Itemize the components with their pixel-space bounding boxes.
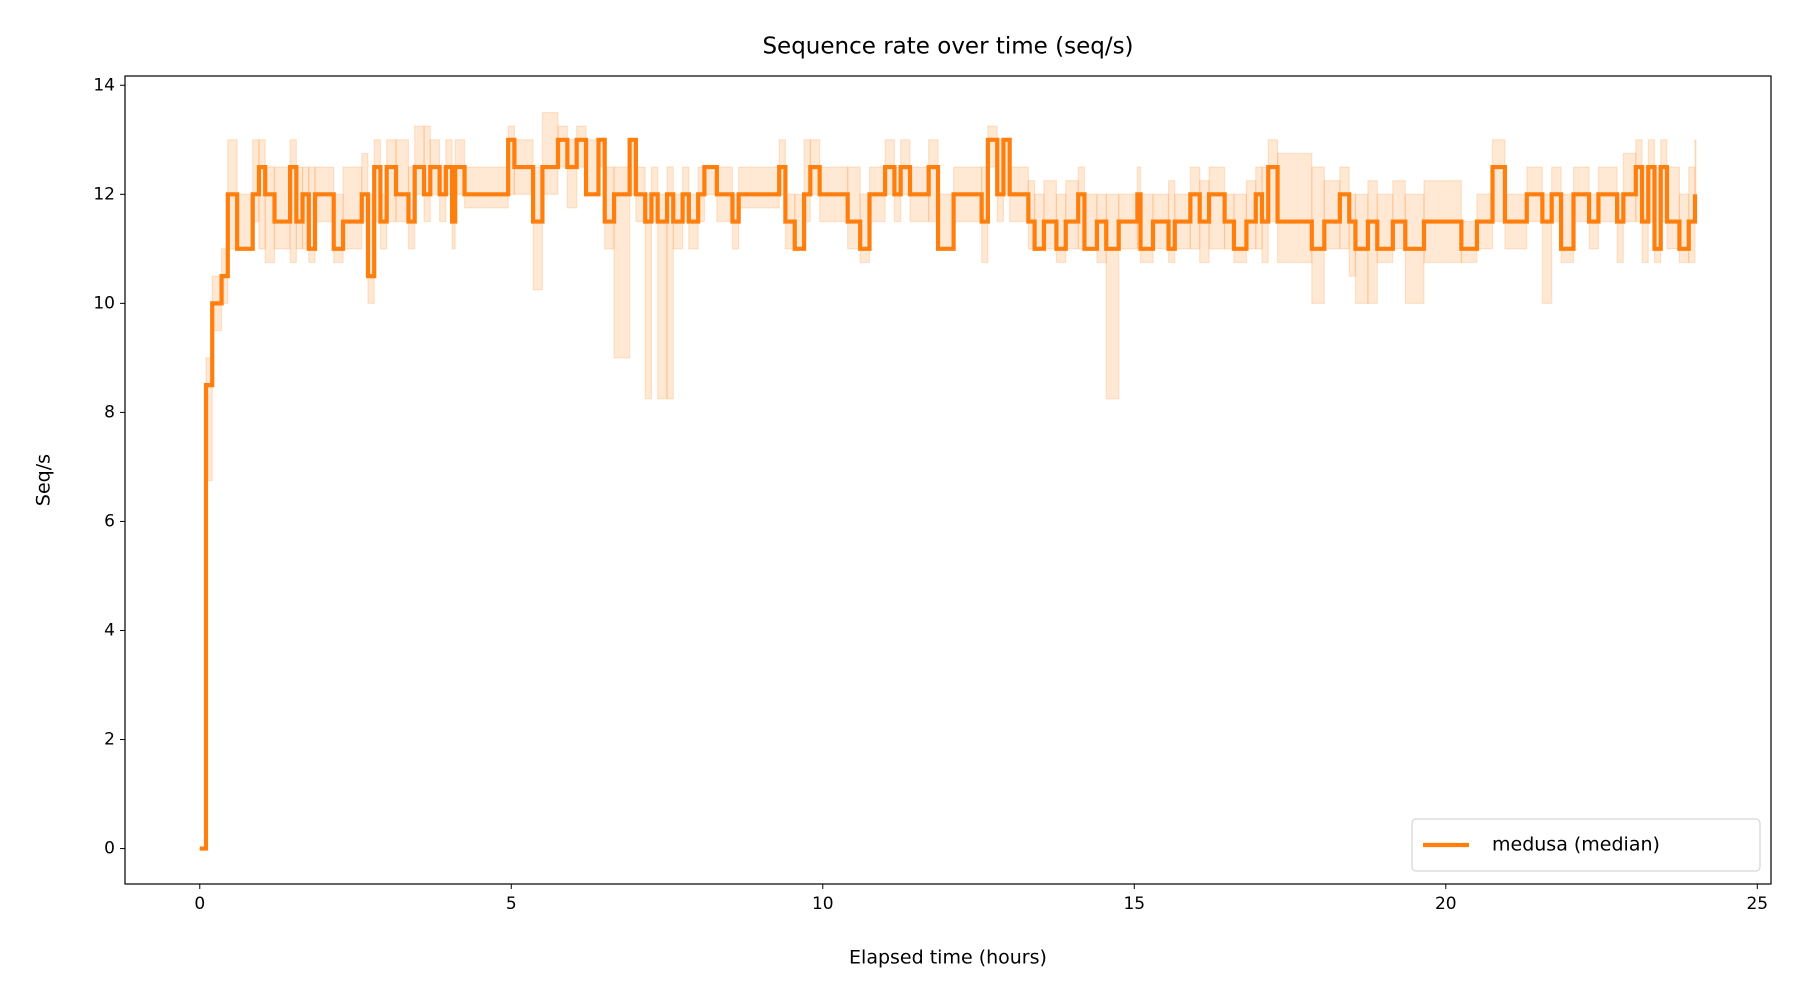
range-band [1043, 180, 1058, 250]
range-band [657, 193, 668, 400]
x-axis-label: Elapsed time (hours) [849, 947, 1047, 969]
y-tick-label: 4 [104, 620, 115, 640]
median-line [199, 137, 1698, 851]
legend: medusa (median) [1411, 818, 1761, 872]
range-band [414, 125, 425, 195]
x-tick-label: 10 [812, 894, 834, 914]
x-tick-label: 0 [194, 894, 205, 914]
range-band [463, 166, 509, 209]
range-band [532, 166, 544, 291]
range-band [937, 193, 955, 250]
range-band [236, 193, 254, 250]
axes-frame [124, 75, 1772, 885]
range-band [361, 152, 369, 223]
range-band [566, 139, 578, 209]
range-band [613, 166, 631, 359]
y-tick-label: 12 [93, 184, 115, 204]
plot-area [199, 111, 1698, 851]
y-tick-label: 0 [104, 839, 115, 859]
x-tick-label: 20 [1435, 894, 1457, 914]
range-band [1392, 180, 1406, 250]
range-band [273, 166, 291, 250]
range-band [1460, 220, 1478, 264]
chart-title: Sequence rate over time (seq/s) [762, 34, 1133, 60]
range-band [1376, 193, 1394, 264]
x-tick-label: 5 [506, 894, 517, 914]
y-tick-label: 14 [93, 75, 115, 95]
legend-label: medusa (median) [1492, 834, 1660, 856]
range-band [644, 193, 653, 400]
range-band [1208, 166, 1226, 250]
range-band [1276, 152, 1313, 264]
range-band [1541, 193, 1553, 304]
x-tick-label: 25 [1746, 894, 1768, 914]
range-band [666, 166, 674, 400]
range-band [1323, 180, 1341, 250]
range-band [1105, 193, 1120, 400]
y-tick-label: 2 [104, 730, 115, 750]
y-tick-label: 6 [104, 511, 115, 531]
range-band [342, 166, 363, 250]
legend-box [1411, 818, 1761, 872]
y-tick-label: 10 [93, 293, 115, 313]
range-band [1616, 193, 1624, 264]
x-tick-label: 15 [1123, 894, 1145, 914]
range-band [738, 166, 780, 209]
y-tick-label: 8 [104, 402, 115, 422]
range-band [541, 111, 559, 195]
y-axis-label: Seq/s [33, 454, 55, 506]
